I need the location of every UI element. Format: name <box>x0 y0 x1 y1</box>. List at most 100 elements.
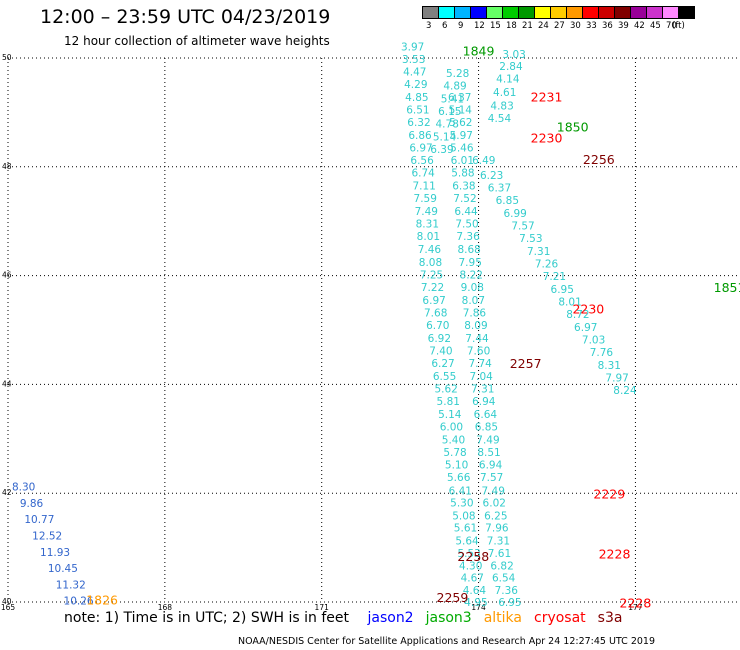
swh-value-label: 3.03 <box>502 49 525 61</box>
pass-time-label: 2228 <box>599 546 631 561</box>
swh-value-label: 5.28 <box>446 68 469 80</box>
x-tick-label: 165 <box>1 603 16 612</box>
swh-value-label: 7.86 <box>463 307 487 319</box>
swh-value-label: 6.02 <box>483 497 506 509</box>
pass-time-label: 2230 <box>572 302 604 317</box>
legend-label: 3 <box>426 21 432 31</box>
legend-swatch <box>678 6 695 19</box>
swh-value-label: 6.23 <box>480 170 503 182</box>
pass-time-label: 1851 <box>714 280 740 295</box>
swh-value-label: 8.09 <box>464 320 487 332</box>
swh-value-label: 6.44 <box>454 206 478 218</box>
legend-label: 30 <box>570 21 581 31</box>
swh-value-label: 9.86 <box>20 498 44 510</box>
swh-value-label: 5.61 <box>454 522 477 534</box>
swh-value-label: 5.30 <box>450 497 473 509</box>
legend-label: 27 <box>554 21 565 31</box>
swh-value-label: 4.14 <box>496 73 520 85</box>
swh-value-label: 6.00 <box>440 422 463 434</box>
swh-value-label: 7.74 <box>468 358 492 370</box>
swh-value-label: 7.59 <box>414 193 437 205</box>
swh-value-label: 7.04 <box>469 371 493 383</box>
swh-value-label: 8.31 <box>416 219 439 231</box>
swh-value-label: 6.94 <box>479 460 503 472</box>
legend-label: 36 <box>602 21 613 31</box>
x-tick-label: 174 <box>471 603 486 612</box>
x-tick-label: 171 <box>315 603 330 612</box>
footer-credit: NOAA/NESDIS Center for Satellite Applica… <box>238 636 656 647</box>
swh-value-label: 9.08 <box>461 282 484 294</box>
pass-time-label: 2228 <box>620 595 652 610</box>
swh-value-label: 8.30 <box>12 481 35 493</box>
swh-value-label: 7.22 <box>421 282 444 294</box>
swh-value-label: 5.88 <box>451 168 474 180</box>
swh-value-label: 6.25 <box>484 510 507 522</box>
satellite-jason3: jason3 <box>425 610 472 626</box>
legend-label: 9 <box>458 21 464 31</box>
swh-value-label: 6.85 <box>475 422 498 434</box>
swh-value-label: 5.66 <box>447 472 471 484</box>
swh-value-label: 5.40 <box>442 435 465 447</box>
swh-value-label: 12.52 <box>32 530 62 542</box>
swh-value-label: 6.15 <box>438 106 461 118</box>
swh-value-label: 5.62 <box>434 384 457 396</box>
swh-value-label: 6.54 <box>492 572 516 584</box>
swh-value-label: 4.89 <box>443 81 466 93</box>
swh-value-label: 8.31 <box>598 360 621 372</box>
swh-value-label: 7.97 <box>605 373 628 385</box>
swh-value-label: 6.85 <box>496 195 519 207</box>
swh-value-label: 6.37 <box>448 92 471 104</box>
swh-value-label: 7.49 <box>476 435 499 447</box>
swh-value-label: 5.14 <box>449 104 473 116</box>
swh-value-label: 6.82 <box>490 560 513 572</box>
pass-time-label: 1850 <box>557 119 589 134</box>
y-tick-label: 50 <box>2 53 12 62</box>
swh-value-label: 7.46 <box>418 244 442 256</box>
swh-value-label: 10.77 <box>24 514 54 526</box>
swh-value-label: 5.14 <box>438 409 462 421</box>
swh-value-label: 7.44 <box>465 333 489 345</box>
swh-value-label: 8.22 <box>460 269 483 281</box>
swh-value-label: 7.61 <box>488 548 511 560</box>
swh-value-label: 7.25 <box>420 269 443 281</box>
swh-value-label: 6.99 <box>503 208 526 220</box>
swh-value-label: 6.86 <box>408 130 432 142</box>
swh-value-label: 7.26 <box>535 258 559 270</box>
swh-value-label: 8.01 <box>417 231 440 243</box>
swh-value-label: 4.29 <box>404 79 427 91</box>
pass-time-label: 1826 <box>86 593 118 608</box>
swh-value-label: 8.68 <box>457 244 480 256</box>
swh-value-label: 6.97 <box>422 295 445 307</box>
swh-value-label: 7.95 <box>459 257 482 269</box>
pass-time-label: 2230 <box>531 130 563 145</box>
swh-value-label: 6.37 <box>488 182 511 194</box>
legend-label: 6 <box>442 21 448 31</box>
swh-value-label: 7.31 <box>527 246 550 258</box>
note-text: note: 1) Time is in UTC; 2) SWH is in fe… <box>64 610 350 626</box>
pass-time-label: 2231 <box>531 90 563 105</box>
x-tick-label: 177 <box>628 603 643 612</box>
swh-value-label: 10.26 <box>64 596 94 608</box>
swh-value-label: 4.47 <box>403 66 426 78</box>
swh-value-label: 7.49 <box>415 206 438 218</box>
swh-value-label: 6.39 <box>430 144 453 156</box>
swh-value-label: 7.50 <box>455 219 478 231</box>
y-tick-label: 44 <box>2 379 12 388</box>
swh-value-label: 5.64 <box>455 535 479 547</box>
swh-value-label: 7.57 <box>511 220 534 232</box>
swh-value-label: 6.94 <box>472 396 496 408</box>
satellite-jason2: jason2 <box>367 610 414 626</box>
satellite-cryosat: cryosat <box>534 610 586 626</box>
swh-value-label: 6.32 <box>407 117 430 129</box>
swh-value-label: 5.53 <box>457 548 480 560</box>
swh-value-label: 4.83 <box>490 101 513 113</box>
swh-value-label: 6.97 <box>574 322 597 334</box>
swh-value-label: 5.81 <box>437 396 460 408</box>
swh-value-label: 7.31 <box>487 535 510 547</box>
swh-value-label: 7.49 <box>482 485 505 497</box>
chart-subtitle: 12 hour collection of altimeter wave hei… <box>64 34 330 48</box>
swh-value-label: 5.97 <box>450 130 473 142</box>
swh-value-label: 5.41 <box>441 94 464 106</box>
swh-value-label: 2.84 <box>499 61 523 73</box>
swh-value-label: 6.56 <box>410 155 434 167</box>
